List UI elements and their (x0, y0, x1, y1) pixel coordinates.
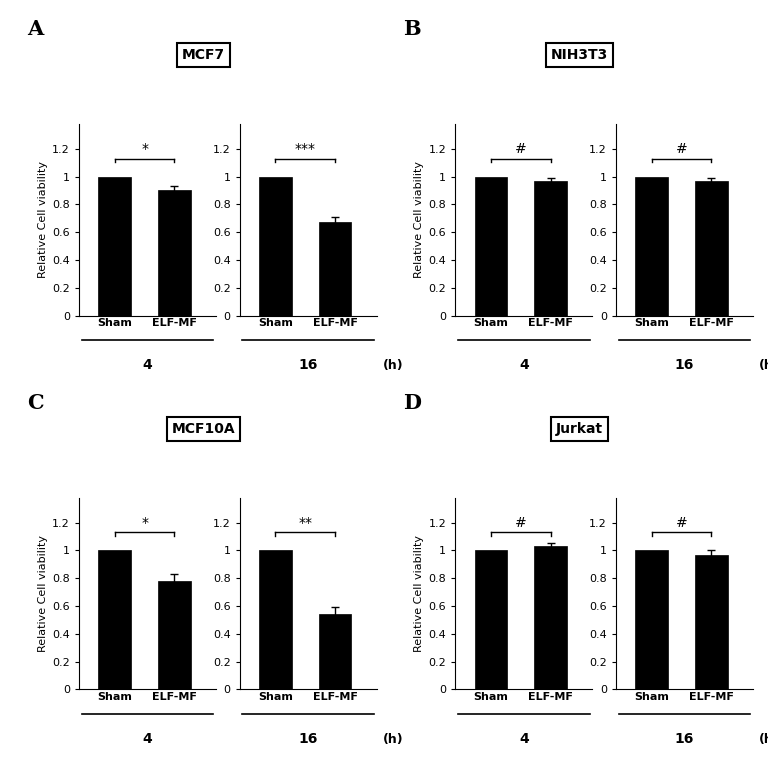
Text: D: D (403, 393, 421, 413)
Bar (635, 176, 668, 316)
Text: #: # (515, 516, 527, 530)
Text: MCF7: MCF7 (182, 48, 225, 63)
Bar (535, 546, 567, 690)
Bar (695, 181, 728, 316)
Bar (98, 176, 131, 316)
Text: (h): (h) (760, 359, 768, 372)
Text: (h): (h) (383, 732, 403, 745)
Text: 16: 16 (675, 732, 694, 746)
Text: C: C (27, 393, 44, 413)
Text: 4: 4 (519, 358, 528, 372)
Text: MCF10A: MCF10A (172, 422, 235, 436)
Text: 16: 16 (299, 732, 318, 746)
Text: ***: *** (295, 142, 316, 156)
Bar (158, 581, 190, 690)
Text: #: # (676, 142, 687, 156)
Y-axis label: Relative Cell viability: Relative Cell viability (415, 535, 425, 652)
Text: NIH3T3: NIH3T3 (551, 48, 608, 63)
Text: *: * (141, 142, 148, 156)
Text: *: * (141, 516, 148, 530)
Y-axis label: Relative Cell viability: Relative Cell viability (38, 535, 48, 652)
Bar (259, 176, 292, 316)
Text: 16: 16 (299, 358, 318, 372)
Bar (158, 191, 190, 316)
Text: (h): (h) (383, 359, 403, 372)
Y-axis label: Relative Cell viability: Relative Cell viability (415, 161, 425, 278)
Bar (98, 550, 131, 690)
Bar (259, 550, 292, 690)
Text: 4: 4 (143, 358, 152, 372)
Text: A: A (27, 19, 43, 39)
Text: 16: 16 (675, 358, 694, 372)
Text: Jurkat: Jurkat (556, 422, 604, 436)
Bar (319, 614, 352, 690)
Text: 4: 4 (143, 732, 152, 746)
Text: **: ** (298, 516, 313, 530)
Bar (475, 550, 508, 690)
Text: (h): (h) (760, 732, 768, 745)
Bar (635, 550, 668, 690)
Bar (695, 555, 728, 690)
Bar (319, 223, 352, 316)
Text: B: B (403, 19, 421, 39)
Text: #: # (515, 142, 527, 156)
Text: #: # (676, 516, 687, 530)
Bar (535, 181, 567, 316)
Y-axis label: Relative Cell viability: Relative Cell viability (38, 161, 48, 278)
Text: 4: 4 (519, 732, 528, 746)
Bar (475, 176, 508, 316)
